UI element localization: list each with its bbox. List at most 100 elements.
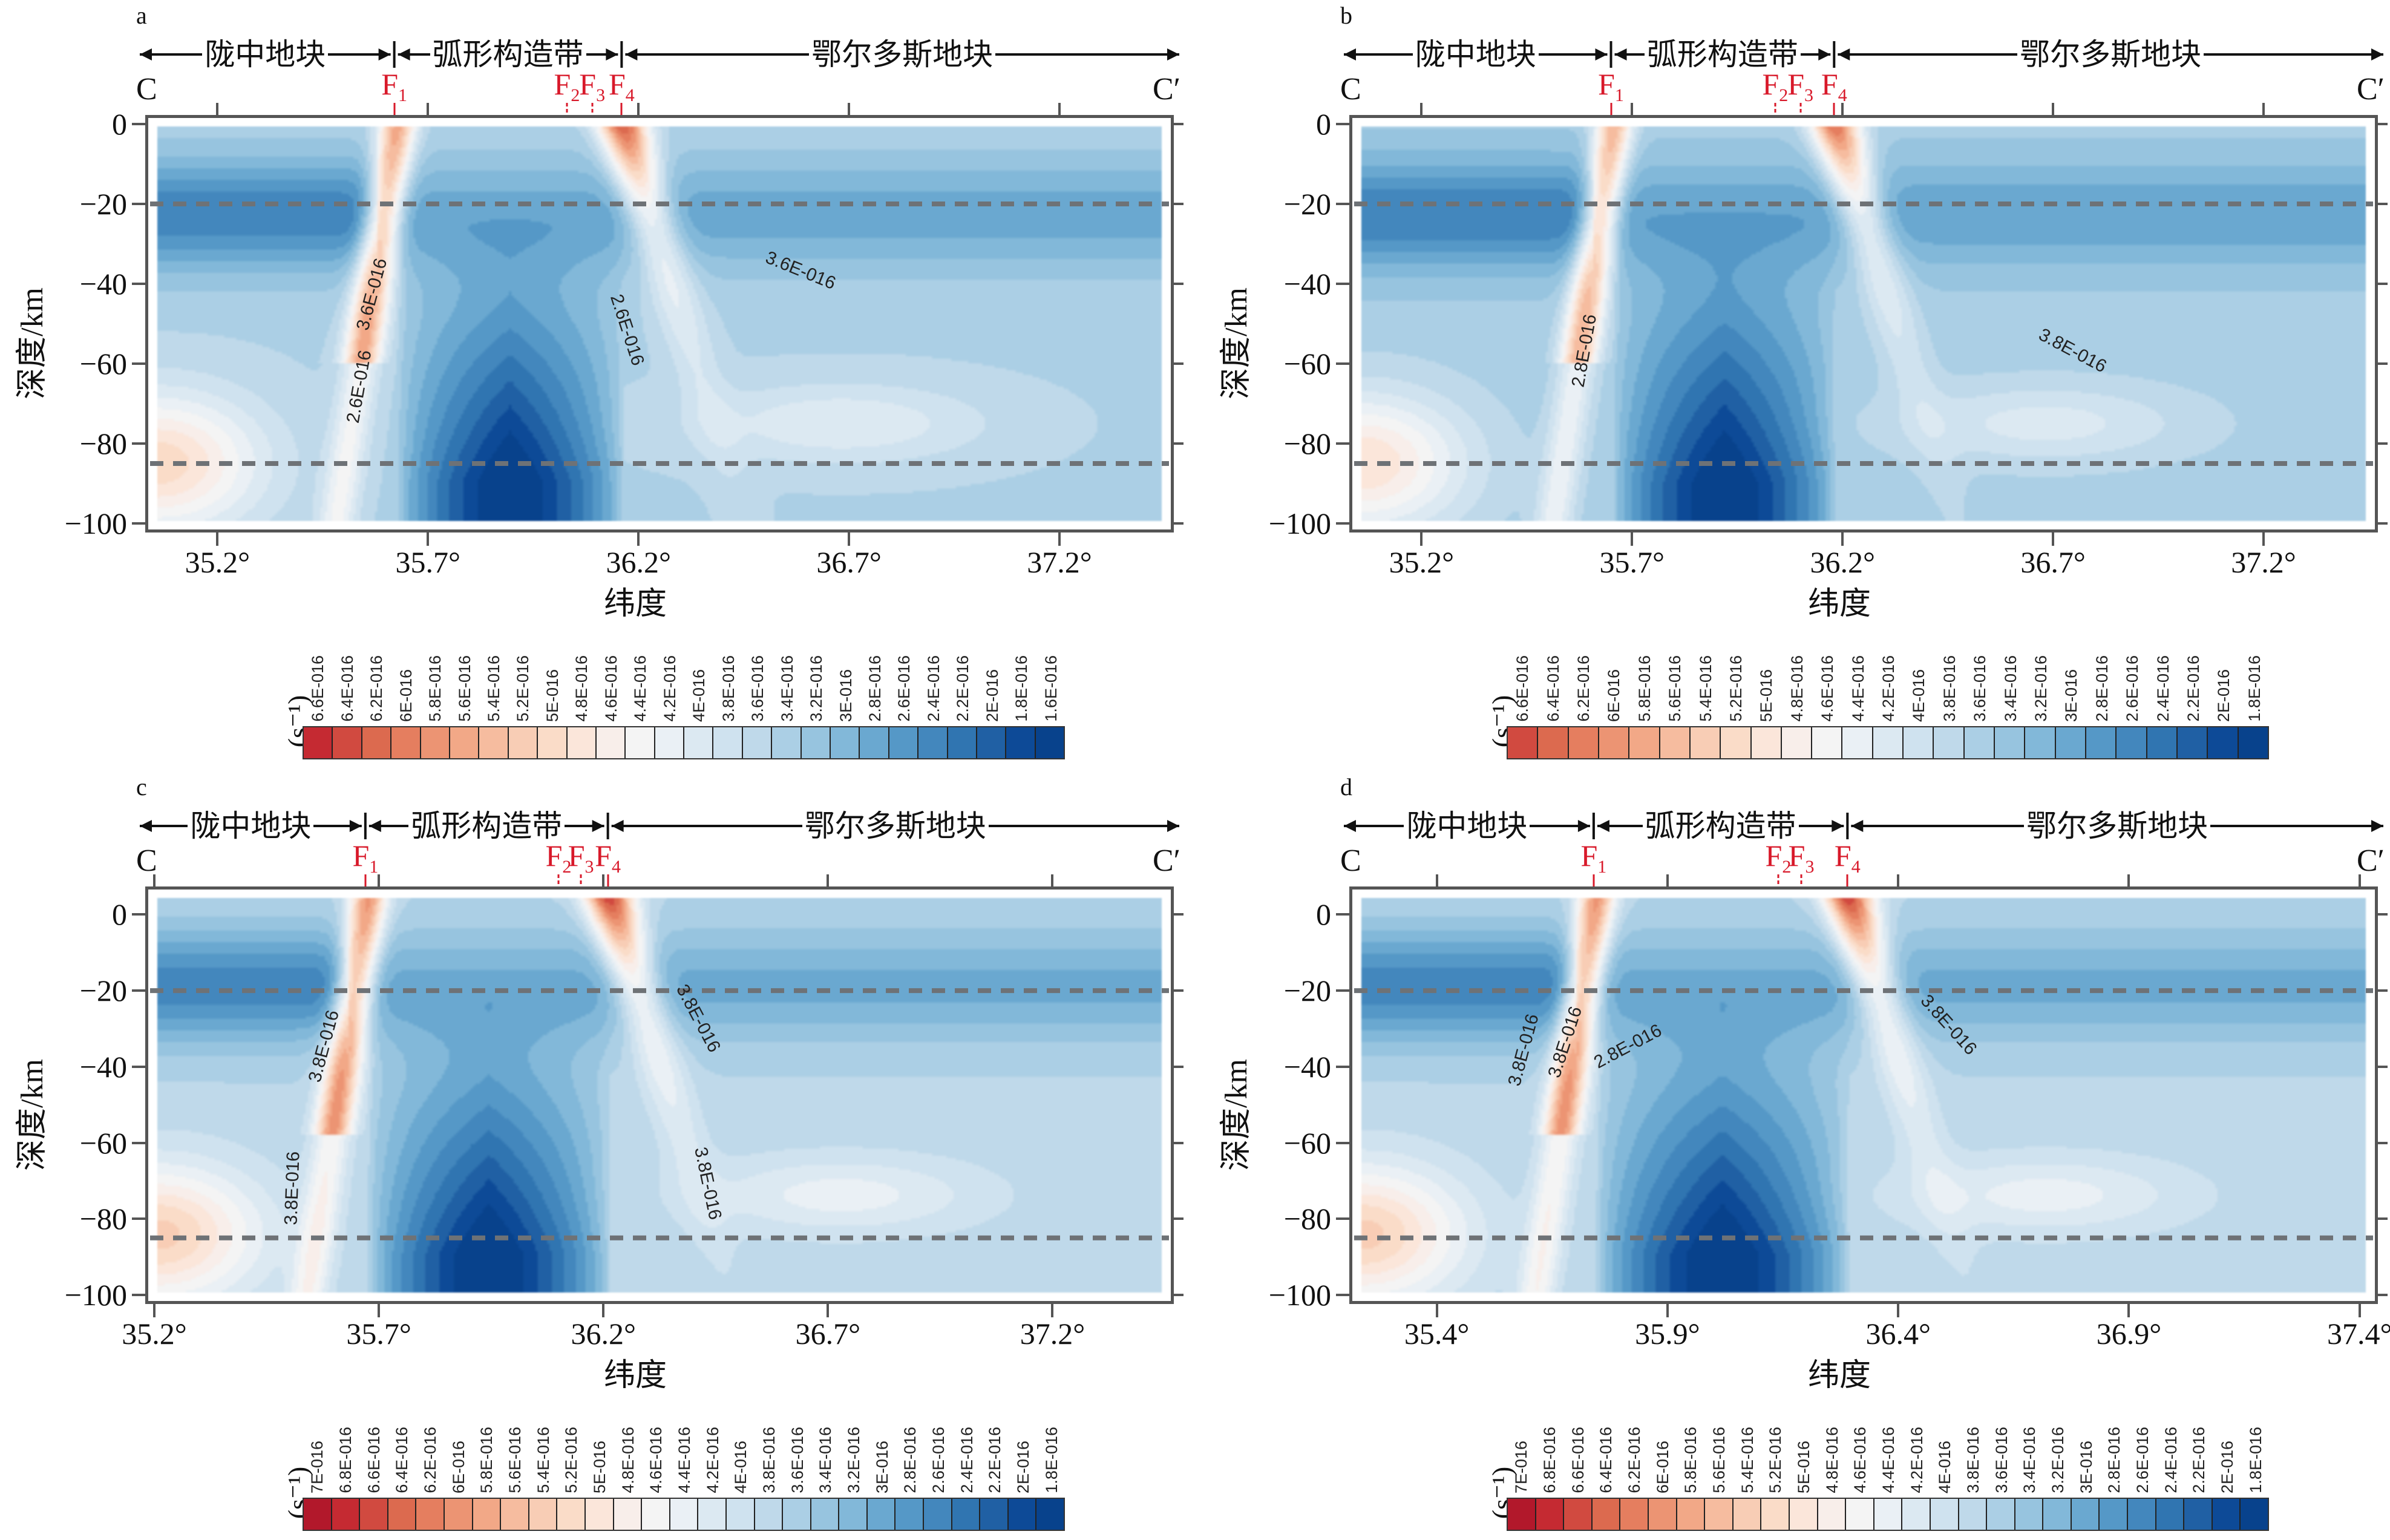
x-axis-label: 纬度 [1807, 1358, 1871, 1393]
colorbar-cell [1902, 1499, 1931, 1530]
colorbar-cell [1564, 1499, 1593, 1530]
y-tick-right [1174, 989, 1184, 992]
y-tick-right [1174, 283, 1184, 285]
y-tick-right [1174, 1141, 1184, 1144]
colorbar-cell [742, 727, 773, 758]
x-tick [602, 1304, 605, 1317]
profile-end-label: C′ [1153, 844, 1181, 878]
y-tick-right [2378, 123, 2388, 125]
y-axis-label: 深度/km [1219, 1059, 1254, 1171]
colorbar-cell [1842, 727, 1873, 758]
fault-label-f2: F2 [545, 839, 572, 877]
y-tick [1336, 522, 1349, 525]
colorbar-cell [2055, 727, 2086, 758]
colorbar-cell [508, 727, 539, 758]
colorbar-tick-label: 1.8E-016 [1042, 1427, 1061, 1493]
colorbar-tick-label: 4.4E-016 [675, 1427, 693, 1493]
colorbar-cell [952, 1499, 981, 1530]
fault-label-f3: F3 [579, 67, 606, 105]
colorbar-cell [421, 727, 450, 758]
y-tick-label: 0 [112, 107, 127, 141]
colorbar-tick-label: 7E-016 [1512, 1440, 1531, 1493]
colorbar-tick-label: 6.2E-016 [1625, 1427, 1643, 1493]
panel-letter: b [1340, 2, 1352, 29]
fault-label-f2: F2 [554, 67, 580, 105]
colorbar-tick-label: 6.6E-016 [1568, 1427, 1587, 1493]
colorbar-tick-label: 6.2E-016 [367, 655, 386, 722]
colorbar-tick-label: 2.6E-016 [929, 1427, 948, 1493]
colorbar-tick-label: 2.4E-016 [957, 1427, 976, 1493]
colorbar-tick-label: 3.6E-016 [1992, 1427, 2011, 1493]
colorbar-tick-label: 2E-016 [2215, 669, 2233, 722]
y-tick-right [2378, 442, 2388, 445]
colorbar-tick-label: 3.2E-016 [807, 655, 826, 722]
x-tick-top [1051, 874, 1054, 886]
y-tick [132, 283, 145, 285]
colorbar-cell [1995, 727, 2026, 758]
y-tick-label: −20 [79, 187, 127, 221]
y-tick-label: −60 [1283, 1126, 1331, 1160]
colorbar-cell [1006, 727, 1036, 758]
colorbar-tick-label: 4.4E-016 [1879, 1427, 1897, 1493]
colorbar-tick-label: 3.6E-016 [788, 1427, 807, 1493]
colorbar-tick-label: 4.6E-016 [1818, 655, 1837, 722]
colorbar-tick-label: 6E-016 [449, 1440, 468, 1493]
panel-letter: d [1340, 773, 1352, 801]
y-tick-label: −40 [79, 267, 127, 301]
y-tick [1336, 283, 1349, 285]
colorbar-tick-label: 5.2E-016 [1766, 1427, 1785, 1493]
colorbar-tick-label: 1.8E-016 [2245, 655, 2264, 722]
colorbar-cell [614, 1499, 643, 1530]
colorbar-tick-label: 4.8E-016 [618, 1427, 637, 1493]
y-tick [132, 522, 145, 525]
colorbar-tick-label: 6.2E-016 [1574, 655, 1593, 722]
colorbar-tick-label: 5.6E-016 [1666, 655, 1684, 722]
colorbar-tick-label: 6.4E-016 [393, 1427, 411, 1493]
arrowhead-icon [592, 820, 604, 832]
x-tick-top [2262, 103, 2265, 115]
y-tick-right [2378, 1141, 2388, 1144]
colorbar-cell [333, 727, 362, 758]
y-tick [132, 1065, 145, 1068]
colorbar-tick-label: 3.4E-016 [2001, 655, 2020, 722]
contour-field [1361, 898, 2366, 1293]
colorbar-tick-label: 3.8E-016 [719, 655, 738, 722]
colorbar: (s⁻¹) 7E-016 6.8E-016 6.6E-016 6.4E-016 6.2E-… [1486, 1395, 2269, 1531]
colorbar-cell [1812, 727, 1843, 758]
colorbar-tick-label: 4.2E-016 [1879, 655, 1897, 722]
x-tick-top [427, 103, 430, 115]
colorbar-cell [1568, 727, 1599, 758]
colorbar-tick-label: 5.4E-016 [1696, 655, 1715, 722]
y-tick-label: −80 [79, 427, 127, 460]
arrowhead-icon [1818, 48, 1831, 61]
y-tick [132, 362, 145, 365]
contour-field [157, 898, 1162, 1293]
colorbar-tick-label: 5.2E-016 [562, 1427, 581, 1493]
y-axis-label: 深度/km [15, 287, 50, 399]
colorbar-cell [1846, 1499, 1874, 1530]
y-tick-label: −100 [64, 506, 127, 540]
colorbar-cell [2071, 1499, 2100, 1530]
colorbar-cell [557, 1499, 586, 1530]
colorbar: (s⁻¹) 7E-016 6.8E-016 6.6E-016 6.4E-016 6.2E-… [282, 1395, 1065, 1531]
contour-fill [157, 898, 1162, 1293]
y-tick [132, 1141, 145, 1144]
colorbar-cell [1733, 1499, 1762, 1530]
colorbar-tick-label: 4E-016 [1910, 669, 1928, 722]
colorbar-cell [755, 1499, 784, 1530]
x-tick-label: 36.9° [2096, 1317, 2162, 1351]
colorbar-cell [473, 1499, 502, 1530]
colorbar-tick-label: 3.6E-016 [748, 655, 767, 722]
y-axis-label: 深度/km [15, 1059, 50, 1171]
colorbar-cell [529, 1499, 558, 1530]
colorbar-cell [1705, 1499, 1734, 1530]
x-tick-top [602, 874, 605, 886]
colorbar-tick-label: 5.8E-016 [1635, 655, 1654, 722]
colorbar-tick-label: 2.2E-016 [986, 1427, 1004, 1493]
colorbar-cell [1508, 1499, 1536, 1530]
colorbar-cell [977, 727, 1007, 758]
colorbar-cell [713, 727, 743, 758]
colorbar-tick-label: 1.8E-016 [2246, 1427, 2265, 1493]
x-tick-label: 35.7° [346, 1317, 411, 1351]
plot-frame [1349, 886, 2378, 1304]
